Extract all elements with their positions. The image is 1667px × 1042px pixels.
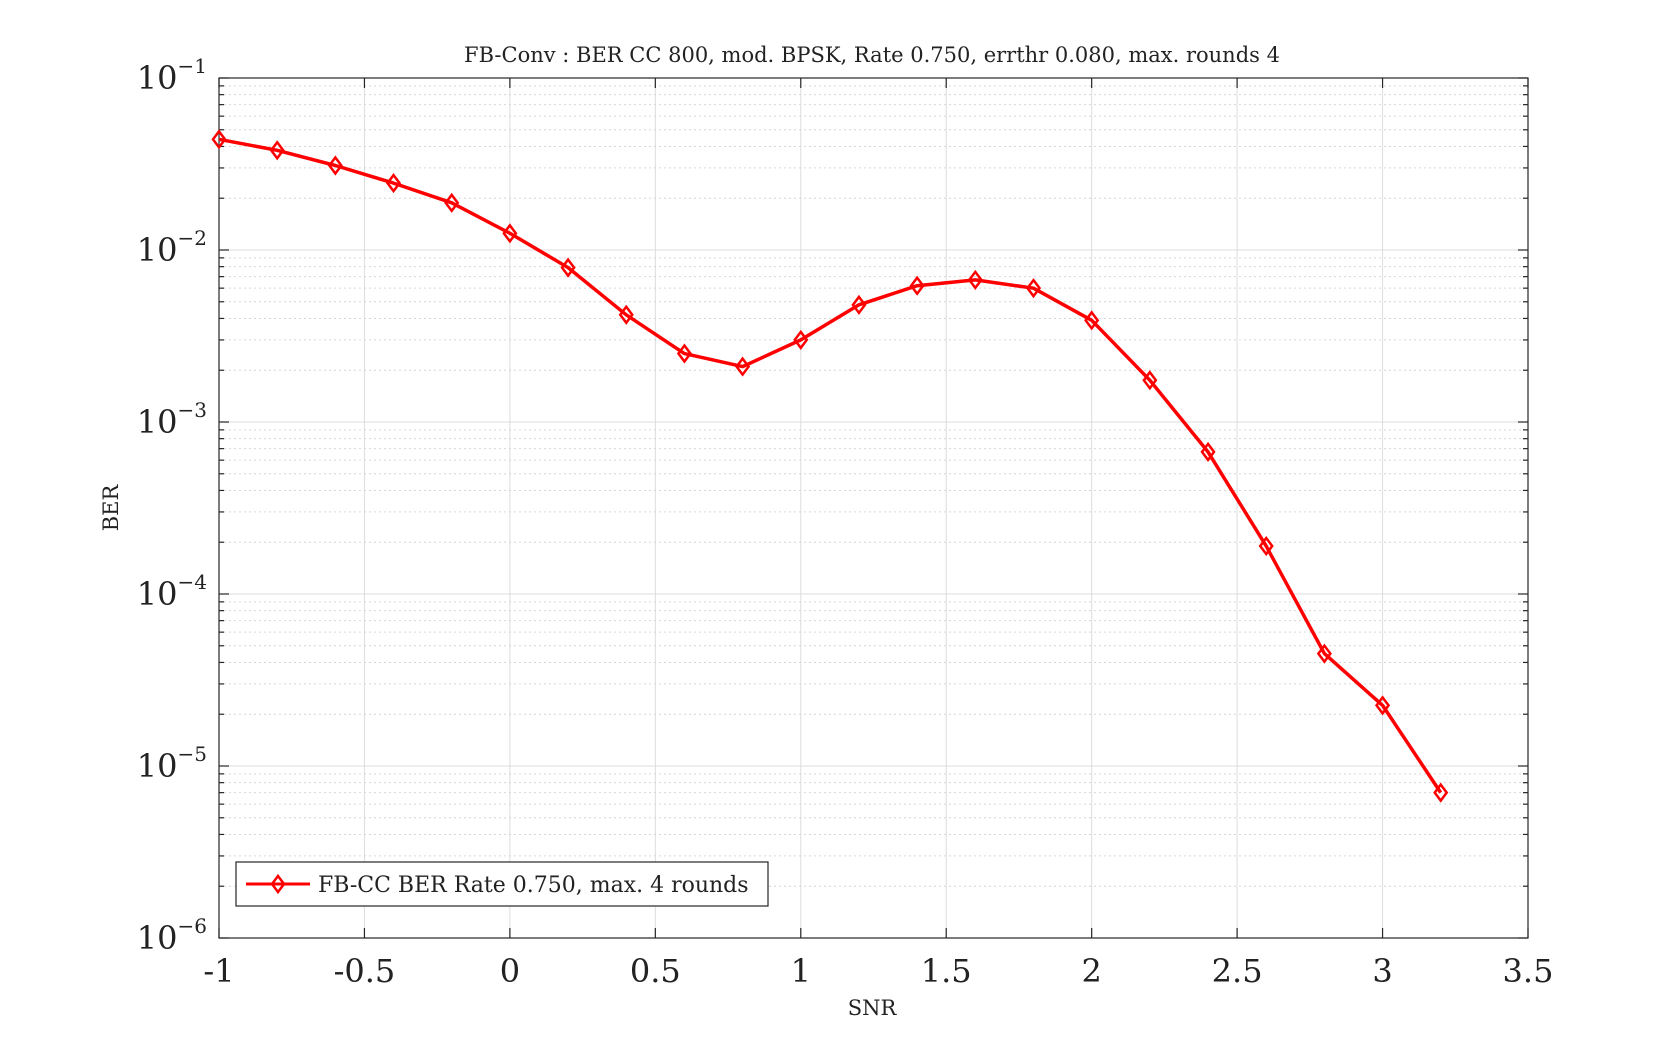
y-tick-label: 10−6 — [137, 914, 207, 957]
chart-title: FB-Conv : BER CC 800, mod. BPSK, Rate 0.… — [464, 43, 1280, 67]
x-tick-label: 2 — [1081, 952, 1101, 990]
data-point-diamond — [967, 269, 983, 290]
data-point-diamond — [444, 192, 460, 213]
legend-entry-label: FB-CC BER Rate 0.750, max. 4 rounds — [318, 873, 749, 898]
data-point-diamond — [1084, 310, 1100, 331]
axis-ticks — [218, 77, 1529, 939]
data-point-diamond — [1374, 695, 1391, 716]
x-tick-label: 1.5 — [921, 952, 972, 990]
data-point-diamond — [269, 140, 285, 161]
x-tick-label: 3 — [1372, 952, 1392, 990]
plot-frame — [218, 77, 1529, 939]
x-tick-label: 2.5 — [1212, 952, 1263, 990]
grid — [218, 78, 1529, 939]
x-tick-label: 3.5 — [1503, 952, 1554, 990]
data-point-diamond — [676, 343, 692, 364]
data-point-diamond — [1433, 782, 1449, 803]
data-point-diamond — [560, 257, 576, 278]
x-tick-label: 1 — [791, 952, 811, 990]
data-point-diamond — [502, 223, 518, 244]
y-tick-label: 10−5 — [137, 742, 207, 785]
data-point-diamond — [1258, 535, 1274, 557]
data-point-diamond — [735, 356, 751, 377]
x-tick-label: -0.5 — [334, 952, 396, 990]
legend-diamond-icon — [270, 873, 286, 895]
x-tick-label: 0.5 — [630, 952, 681, 990]
data-point-diamond — [211, 129, 227, 150]
y-tick-label: 10−1 — [137, 54, 207, 97]
y-tick-labels: 10−6 10−5 10−4 10−3 10−2 10−1 — [137, 54, 207, 957]
x-tick-label: 0 — [500, 952, 520, 990]
data-point-diamond — [793, 329, 809, 351]
data-point-diamond — [1025, 278, 1042, 299]
series-group — [211, 129, 1449, 803]
data-point-diamond — [851, 294, 867, 315]
x-tick-label: -1 — [203, 952, 234, 990]
data-point-diamond — [1316, 643, 1332, 664]
legend: FB-CC BER Rate 0.750, max. 4 rounds — [235, 861, 769, 907]
y-tick-label: 10−2 — [137, 226, 207, 269]
data-point-diamond — [618, 304, 634, 325]
series-line — [218, 137, 1443, 794]
x-axis-label: SNR — [848, 996, 898, 1020]
y-tick-label: 10−4 — [137, 570, 207, 613]
y-axis-label: BER — [99, 484, 123, 532]
data-point-diamond — [1200, 441, 1216, 462]
data-point-diamond — [385, 172, 402, 194]
data-point-diamond — [909, 275, 925, 296]
x-tick-labels: -1 -0.5 0 0.5 1 1.5 2 2.5 3 3.5 — [203, 952, 1553, 990]
data-point-diamond — [1142, 370, 1158, 391]
data-point-diamond — [327, 155, 343, 176]
y-tick-label: 10−3 — [137, 398, 207, 441]
legend-box — [235, 861, 769, 907]
